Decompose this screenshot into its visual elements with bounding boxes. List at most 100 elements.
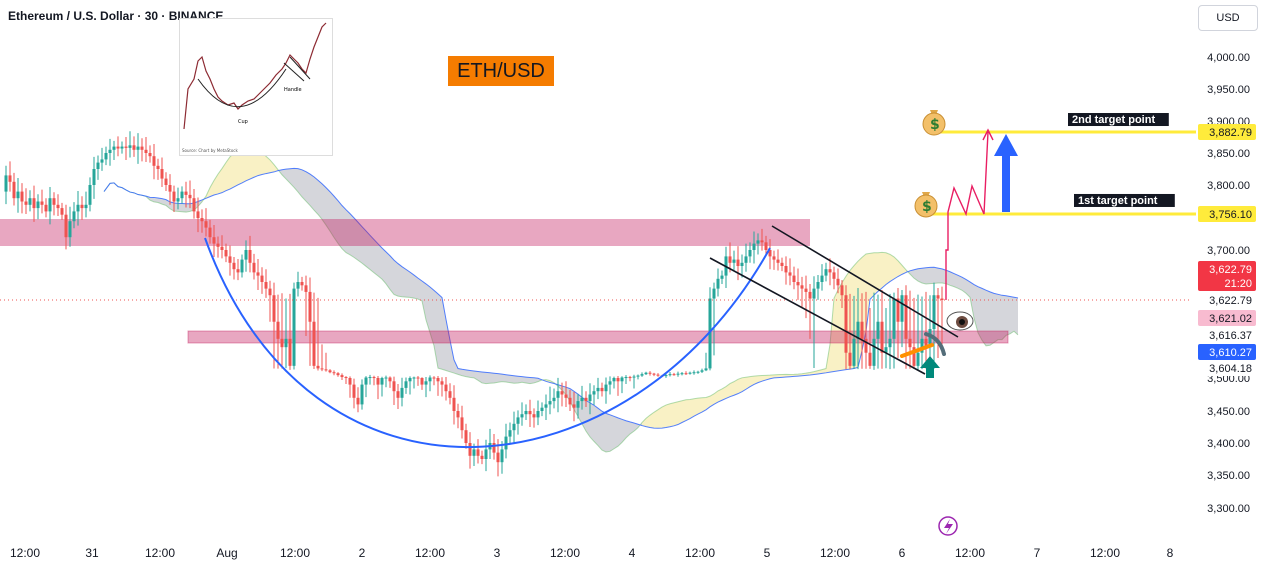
y-tick-label: 3,800.00 [1207,180,1250,192]
cloud-segment [462,369,466,377]
cloud-segment [834,289,838,372]
cloud-segment [518,376,522,383]
last-price-text: 3,622.79 [1209,264,1252,276]
cloud-segment [174,202,178,212]
cloud-segment [610,414,614,452]
cloud-segment [438,293,442,370]
candle-body [472,449,476,456]
x-tick-label: 7 [1034,546,1041,560]
x-tick-label: 12:00 [280,546,310,560]
cloud-segment [646,415,650,428]
cloud-segment [614,416,618,449]
cloud-segment [982,288,986,346]
candle-body [232,262,236,270]
candle-body [412,377,416,379]
candle-body [40,201,44,205]
inset-source: Source: Chart by MetaStock [182,148,238,153]
cloud-segment [634,422,638,432]
prev-price-tag: 3,622.79 [1198,292,1256,308]
candle-body [504,436,508,450]
target2-label-text: 2nd target point [1072,114,1155,126]
cloud-segment [250,148,254,180]
cloud-segment [506,374,510,383]
cloud-segment [182,203,186,213]
cloud-segment [238,149,242,185]
candle-body [408,378,412,382]
target1-label-bg [1074,193,1175,207]
cloud-segment [458,368,462,376]
candle-body [876,321,880,339]
cloud-segment [930,267,934,284]
x-tick-label: 12:00 [820,546,850,560]
candle-body [548,401,552,405]
candle-body [588,394,592,402]
cloud-segment [642,418,646,427]
candle-body [784,266,788,273]
cloud-segment [406,269,410,298]
candle-body [628,377,632,379]
cloud-segment [334,196,338,244]
candle-body [572,404,576,408]
candle-body [680,373,684,375]
candle-body [336,373,340,376]
candle-body [228,256,232,263]
candle-body [524,411,528,415]
candle-body [904,295,908,339]
cloud-segment [270,159,274,173]
candle-body [656,374,660,376]
cloud-segment [686,399,690,421]
cloud-segment [1010,296,1014,334]
cloud-segment [294,168,298,192]
candle-body [316,365,320,369]
channel-bottom [709,257,926,375]
y-tick-label: 3,300.00 [1207,503,1250,515]
cloud-segment [878,252,882,292]
cloud-segment [358,222,362,264]
cloud-segment [354,217,358,261]
x-tick-label: 12:00 [145,546,175,560]
candle-body [480,455,484,459]
candle-body [148,153,152,157]
cloud-segment [382,247,386,284]
candle-body [732,259,736,263]
candle-body [452,397,456,411]
cloud-segment [514,375,518,384]
candle-body [448,391,452,398]
cloud-segment [178,203,182,212]
candle-body [368,377,372,379]
candle-body [672,374,676,376]
cloud-segment [582,397,586,432]
green-arrow-icon [920,356,940,368]
cloud-segment [530,377,534,384]
candle-body [840,285,844,296]
support-zone [187,330,1009,344]
candle-body [940,298,944,300]
candle-body [844,295,848,353]
candle-body [216,243,220,247]
cloud-segment [894,256,898,279]
target2-price-tag: 3,882.79 [1198,124,1256,141]
candle-body [484,449,488,459]
candle-body [668,374,672,376]
eye-pupil [959,319,965,325]
candle-body [608,381,612,385]
candle-body [616,378,620,382]
last-price-bg [1198,261,1256,291]
cloud-segment [394,260,398,297]
currency-button[interactable]: USD [1198,5,1258,31]
candle-body [712,288,716,299]
y-tick-label: 3,950.00 [1207,84,1250,96]
candle-body [112,146,116,150]
cloud-segment [486,372,490,384]
y-tick-label: 3,400.00 [1207,438,1250,450]
candle-body [152,156,156,166]
candle-body [568,397,572,405]
candle-body [348,378,352,385]
candle-body [356,397,360,405]
cloud-segment [298,168,302,197]
candle-body [492,443,496,453]
cloud-segment [366,230,370,270]
candle-body [900,295,904,322]
